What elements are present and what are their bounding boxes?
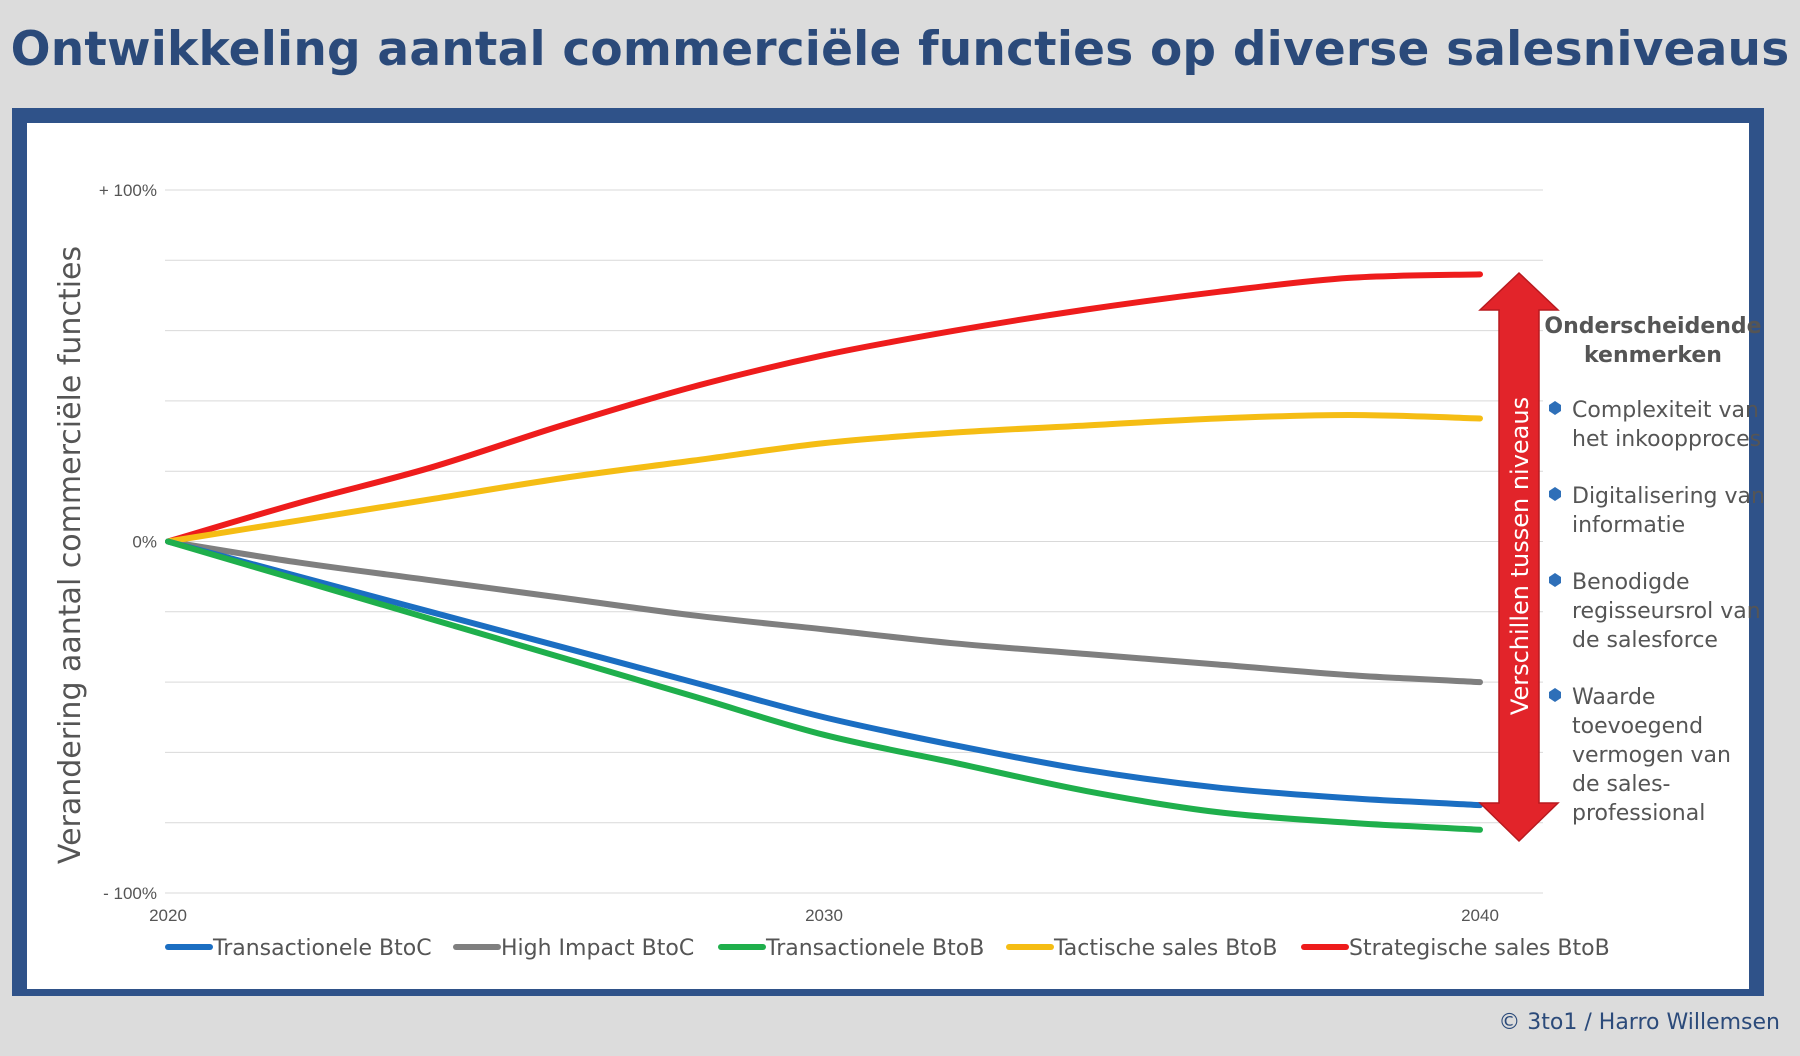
feature-line: Waarde bbox=[1572, 685, 1656, 710]
legend-label: Strategische sales BtoB bbox=[1349, 936, 1610, 961]
series-line bbox=[165, 538, 1483, 686]
legend-label: High Impact BtoC bbox=[501, 936, 694, 961]
feature-line: regisseursrol van bbox=[1572, 599, 1761, 624]
bullet-icon bbox=[1549, 401, 1561, 415]
legend: Transactionele BtoC High Impact BtoC Trans… bbox=[165, 936, 1610, 961]
feature-line: de salesforce bbox=[1572, 628, 1718, 653]
series-line bbox=[165, 538, 1483, 833]
y-tick-label: - 100% bbox=[103, 884, 157, 903]
x-tick-label: 2030 bbox=[805, 906, 843, 925]
bullet-icon bbox=[1549, 688, 1561, 702]
feature-line: professional bbox=[1572, 801, 1706, 826]
legend-item: Transactionele BtoC bbox=[165, 936, 432, 961]
feature-line: Benodigde bbox=[1572, 570, 1690, 595]
legend-item: Transactionele BtoB bbox=[718, 936, 984, 961]
feature-line: de sales- bbox=[1572, 772, 1671, 797]
feature-line: informatie bbox=[1572, 513, 1686, 538]
series-line bbox=[165, 538, 1483, 809]
legend-label: Transactionele BtoB bbox=[765, 936, 984, 961]
x-tick-label: 2020 bbox=[149, 906, 187, 925]
side-heading-line: Onderscheidende bbox=[1544, 314, 1762, 339]
feature-item: Complexiteit van het inkoopproces bbox=[1540, 396, 1770, 454]
feature-line: Digitalisering van bbox=[1572, 484, 1765, 509]
bullet-icon bbox=[1549, 573, 1561, 587]
feature-item: Waarde toevoegend vermogen van de sales-… bbox=[1540, 683, 1770, 828]
feature-line: het inkoopproces bbox=[1572, 427, 1762, 452]
grid-lines bbox=[165, 189, 1543, 894]
y-tick-label: + 100% bbox=[99, 181, 157, 200]
y-axis-ticks: + 100% 0% - 100% bbox=[99, 181, 157, 903]
legend-label: Tactische sales BtoB bbox=[1053, 936, 1277, 961]
chart-panel bbox=[27, 123, 1749, 989]
differences-arrow: Verschillen tussen niveaus bbox=[1478, 271, 1560, 843]
y-tick-label: 0% bbox=[132, 533, 157, 552]
legend-item: Tactische sales BtoB bbox=[1006, 936, 1277, 961]
feature-line: vermogen van bbox=[1572, 743, 1731, 768]
arrow-label: Verschillen tussen niveaus bbox=[1506, 397, 1534, 715]
legend-item: High Impact BtoC bbox=[453, 936, 694, 961]
series-line bbox=[165, 271, 1483, 545]
copyright-credit: © 3to1 / Harro Willemsen bbox=[1498, 1010, 1780, 1035]
side-panel-heading: Onderscheidende kenmerken bbox=[1536, 312, 1770, 370]
double-arrow-icon bbox=[1478, 271, 1560, 843]
feature-item: Benodigde regisseursrol van de salesforc… bbox=[1540, 568, 1770, 655]
legend-item: Strategische sales BtoB bbox=[1301, 936, 1610, 961]
feature-line: toevoegend bbox=[1572, 714, 1704, 739]
x-tick-label: 2040 bbox=[1461, 906, 1499, 925]
distinguishing-features-panel: Onderscheidende kenmerken Complexiteit v… bbox=[1540, 312, 1770, 856]
side-heading-line: kenmerken bbox=[1584, 343, 1722, 368]
y-axis-label: Verandering aantal commerciële functies bbox=[53, 246, 88, 864]
x-axis-ticks: 2020 2030 2040 bbox=[149, 906, 1499, 925]
legend-label: Transactionele BtoC bbox=[212, 936, 432, 961]
bullet-icon bbox=[1549, 487, 1561, 501]
feature-line: Complexiteit van bbox=[1572, 398, 1759, 423]
feature-item: Digitalisering van informatie bbox=[1540, 482, 1770, 540]
page-title: Ontwikkeling aantal commerciële functies… bbox=[10, 22, 1790, 77]
series-lines bbox=[165, 271, 1483, 833]
series-line bbox=[165, 411, 1483, 545]
